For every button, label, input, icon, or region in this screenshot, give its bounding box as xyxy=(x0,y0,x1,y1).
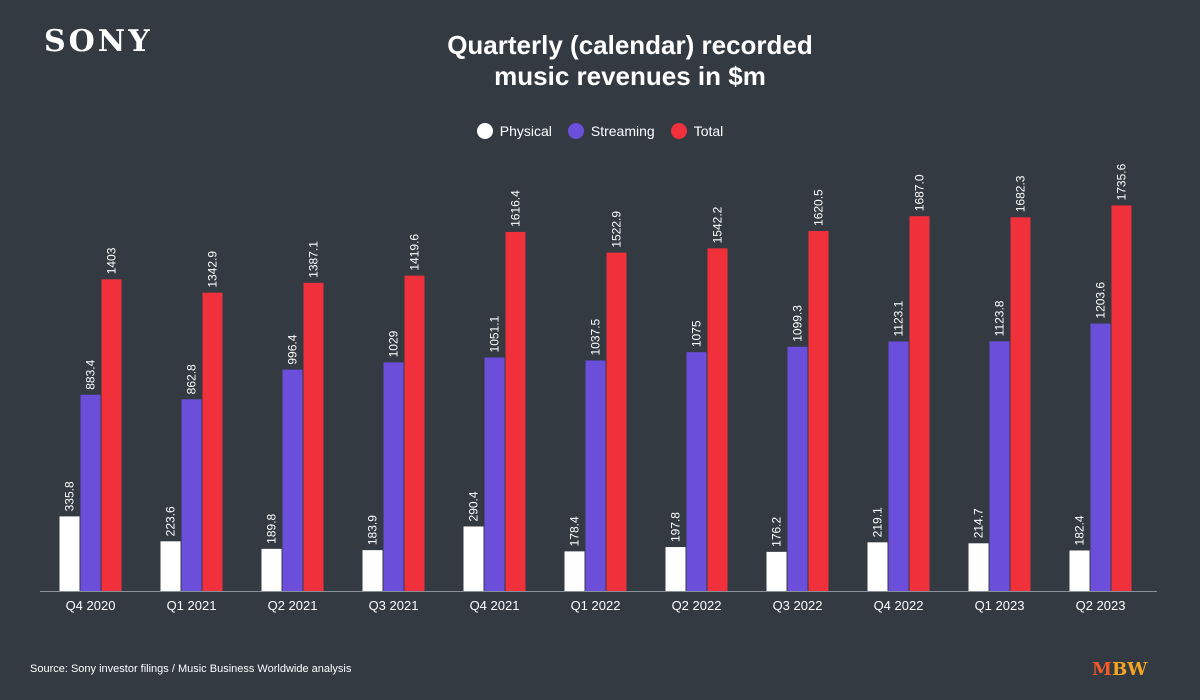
data-label-streaming-4: 1051.1 xyxy=(488,315,502,352)
x-tick-label-0: Q4 2020 xyxy=(66,598,116,613)
x-tick-label-8: Q4 2022 xyxy=(874,598,924,613)
bar-total-7[interactable] xyxy=(808,230,829,592)
bar-physical-1[interactable] xyxy=(160,541,181,591)
bar-streaming-6[interactable] xyxy=(686,352,707,591)
bar-physical-10[interactable] xyxy=(1069,550,1090,591)
chart-title-line-1: Quarterly (calendar) recorded xyxy=(447,30,813,60)
x-tick-label-6: Q2 2022 xyxy=(672,598,722,613)
legend-label-total: Total xyxy=(693,123,724,139)
bar-streaming-5[interactable] xyxy=(585,360,606,591)
data-label-physical-0: 335.8 xyxy=(63,481,77,511)
data-label-total-4: 1616.4 xyxy=(509,190,523,227)
data-label-physical-6: 197.8 xyxy=(669,512,683,542)
bar-total-4[interactable] xyxy=(505,231,526,591)
data-label-total-8: 1687.0 xyxy=(913,174,927,211)
data-label-streaming-7: 1099.3 xyxy=(791,305,805,342)
data-label-physical-9: 214.7 xyxy=(972,508,986,538)
legend-item-total[interactable]: Total xyxy=(670,123,724,139)
data-label-physical-4: 290.4 xyxy=(467,491,481,521)
bar-streaming-10[interactable] xyxy=(1090,323,1111,591)
data-label-physical-1: 223.6 xyxy=(164,506,178,536)
bar-streaming-7[interactable] xyxy=(787,346,808,591)
bar-total-5[interactable] xyxy=(606,252,627,591)
data-label-physical-8: 219.1 xyxy=(871,507,885,537)
bar-streaming-3[interactable] xyxy=(383,362,404,591)
data-label-streaming-3: 1029 xyxy=(387,330,401,357)
bar-streaming-0[interactable] xyxy=(80,394,101,591)
bar-streaming-9[interactable] xyxy=(989,341,1010,591)
bar-total-9[interactable] xyxy=(1010,217,1031,591)
mbw-logo-bw: BW xyxy=(1111,659,1148,680)
bar-physical-7[interactable] xyxy=(766,551,787,591)
bar-streaming-4[interactable] xyxy=(484,357,505,591)
legend-item-physical[interactable]: Physical xyxy=(476,123,552,139)
x-tick-label-3: Q3 2021 xyxy=(369,598,419,613)
chart-legend: Physical Streaming Total xyxy=(0,123,1200,139)
data-label-total-6: 1542.2 xyxy=(711,206,725,243)
bar-total-0[interactable] xyxy=(101,279,122,591)
sony-logo: SONY xyxy=(44,24,153,59)
data-label-total-9: 1682.3 xyxy=(1014,175,1028,212)
bar-total-6[interactable] xyxy=(707,248,728,591)
data-label-total-5: 1522.9 xyxy=(610,211,624,248)
bar-physical-9[interactable] xyxy=(968,543,989,591)
data-label-streaming-9: 1123.8 xyxy=(993,300,1007,336)
x-tick-label-7: Q3 2022 xyxy=(773,598,823,613)
bar-streaming-1[interactable] xyxy=(181,399,202,591)
data-label-physical-3: 183.9 xyxy=(366,515,380,545)
data-label-streaming-1: 862.8 xyxy=(185,364,199,394)
x-tick-label-1: Q1 2021 xyxy=(167,598,217,613)
x-tick-label-4: Q4 2021 xyxy=(470,598,520,613)
legend-item-streaming[interactable]: Streaming xyxy=(567,123,655,139)
data-label-total-7: 1620.5 xyxy=(812,189,826,226)
bar-physical-3[interactable] xyxy=(362,550,383,591)
data-label-total-0: 1403 xyxy=(105,247,119,274)
mbw-logo: MBW xyxy=(1092,659,1147,680)
bar-physical-4[interactable] xyxy=(463,526,484,591)
bar-total-3[interactable] xyxy=(404,275,425,591)
bar-total-1[interactable] xyxy=(202,292,223,591)
x-tick-label-5: Q1 2022 xyxy=(571,598,621,613)
data-label-physical-7: 176.2 xyxy=(770,516,784,546)
legend-dot-physical xyxy=(476,123,493,139)
x-tick-label-2: Q2 2021 xyxy=(268,598,318,613)
data-label-total-1: 1342.9 xyxy=(206,251,220,288)
bar-physical-5[interactable] xyxy=(564,551,585,591)
data-label-streaming-10: 1203.6 xyxy=(1094,282,1108,319)
bar-total-2[interactable] xyxy=(303,282,324,591)
data-label-total-3: 1419.6 xyxy=(408,234,422,271)
data-label-streaming-5: 1037.5 xyxy=(589,318,603,355)
chart-title-line-2: music revenues in $m xyxy=(494,61,766,91)
bar-physical-8[interactable] xyxy=(867,542,888,591)
data-label-total-10: 1735.6 xyxy=(1115,163,1129,200)
data-label-streaming-8: 1123.1 xyxy=(892,300,906,336)
data-label-physical-10: 182.4 xyxy=(1073,515,1087,545)
legend-label-physical: Physical xyxy=(499,123,552,139)
data-label-physical-5: 178.4 xyxy=(568,516,582,546)
legend-dot-total xyxy=(670,123,687,139)
bar-physical-6[interactable] xyxy=(665,547,686,591)
bar-physical-0[interactable] xyxy=(59,516,80,591)
data-label-physical-2: 189.8 xyxy=(265,513,279,543)
bar-total-10[interactable] xyxy=(1111,205,1132,591)
bar-streaming-8[interactable] xyxy=(888,341,909,591)
data-label-streaming-0: 883.4 xyxy=(84,359,98,389)
legend-dot-streaming xyxy=(567,123,584,139)
source-note: Source: Sony investor filings / Music Bu… xyxy=(30,663,352,675)
bar-physical-2[interactable] xyxy=(261,548,282,591)
x-tick-label-10: Q2 2023 xyxy=(1076,598,1126,613)
bar-streaming-2[interactable] xyxy=(282,369,303,591)
data-label-total-2: 1387.1 xyxy=(307,241,321,278)
data-label-streaming-6: 1075 xyxy=(690,320,704,347)
bar-total-8[interactable] xyxy=(909,216,930,591)
legend-label-streaming: Streaming xyxy=(590,123,655,139)
data-label-streaming-2: 996.4 xyxy=(286,334,300,364)
chart-title: Quarterly (calendar) recorded music reve… xyxy=(300,30,960,92)
mbw-logo-m: M xyxy=(1092,659,1112,680)
x-tick-label-9: Q1 2023 xyxy=(975,598,1025,613)
